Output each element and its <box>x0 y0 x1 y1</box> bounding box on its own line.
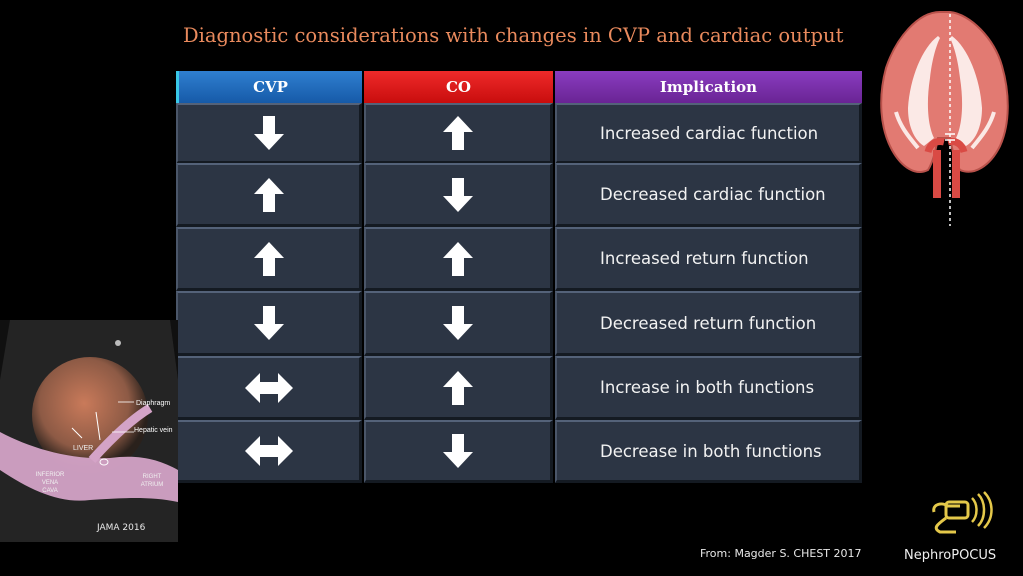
table-row: Decreased cardiac function <box>176 163 862 227</box>
co-down-arrow-icon <box>364 420 553 483</box>
cvp-up-arrow-icon <box>176 163 362 227</box>
table-row: Increased cardiac function <box>176 103 862 164</box>
table-row: Increase in both functions <box>176 356 862 420</box>
header-implication: Implication <box>555 71 862 103</box>
co-down-arrow-icon <box>364 163 553 227</box>
implication-text: Increased return function <box>555 227 862 291</box>
label-ivc: INFERIOR VENA CAVA <box>36 472 65 494</box>
header-cvp: CVP <box>176 71 362 103</box>
co-down-arrow-icon <box>364 291 553 356</box>
co-up-arrow-icon <box>364 356 553 420</box>
slide-title: Diagnostic considerations with changes i… <box>183 24 844 47</box>
heart-diagram <box>880 11 1009 226</box>
implication-text: Decreased cardiac function <box>555 163 862 227</box>
label-diaphragm: Diaphragm <box>136 400 170 407</box>
cvp-down-arrow-icon <box>176 103 362 164</box>
cvp-left-right-arrow-icon <box>176 356 362 420</box>
ultrasound-caption: JAMA 2016 <box>97 523 146 533</box>
implication-text: Decreased return function <box>555 291 862 356</box>
cvp-down-arrow-icon <box>176 291 362 356</box>
table-row: Decrease in both functions <box>176 420 862 483</box>
implication-text: Increase in both functions <box>555 356 862 420</box>
implication-text: Increased cardiac function <box>555 103 862 164</box>
cvp-co-table: CVP CO Implication Increased cardiac fun… <box>176 71 862 483</box>
table-row: Decreased return function <box>176 291 862 356</box>
implication-text: Decrease in both functions <box>555 420 862 483</box>
ultrasound-image: Diaphragm Hepatic vein LIVER INFERIOR VEN… <box>0 320 178 542</box>
label-right-atrium: RIGHT ATRIUM <box>141 474 164 488</box>
co-up-arrow-icon <box>364 103 553 164</box>
cvp-up-arrow-icon <box>176 227 362 291</box>
header-co: CO <box>364 71 553 103</box>
table-row: Increased return function <box>176 227 862 291</box>
label-liver: LIVER <box>73 445 93 452</box>
cvp-left-right-arrow-icon <box>176 420 362 483</box>
source-citation: From: Magder S. CHEST 2017 <box>700 547 862 560</box>
co-up-arrow-icon <box>364 227 553 291</box>
label-hepatic-vein: Hepatic vein <box>134 427 173 434</box>
nephropocus-logo-icon <box>932 491 993 534</box>
logo-text: NephroPOCUS <box>904 548 997 563</box>
